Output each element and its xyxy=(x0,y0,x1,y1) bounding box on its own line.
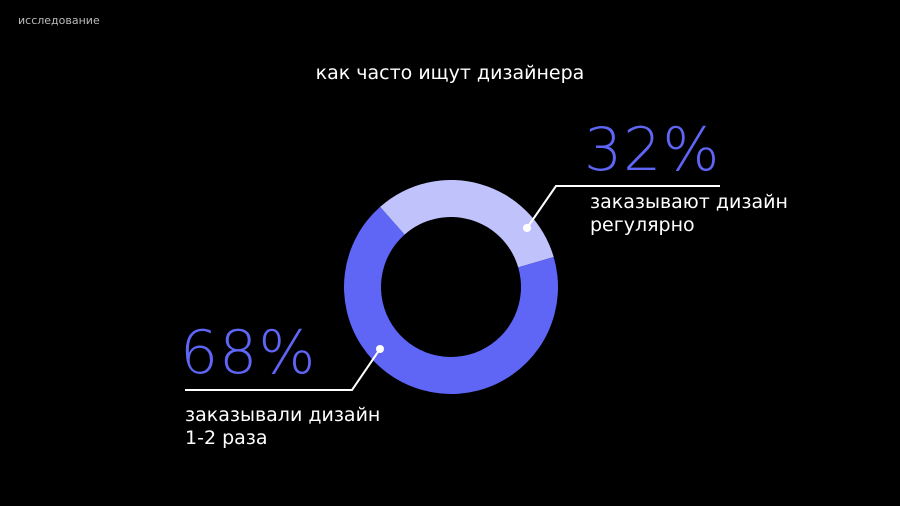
callout-dot xyxy=(376,345,384,353)
callout-line xyxy=(526,185,720,229)
category-label: заказывали дизайн 1-2 раза xyxy=(185,404,381,449)
value-label: 32% xyxy=(584,115,721,185)
donut-slice xyxy=(343,206,558,394)
donut-slice xyxy=(380,179,554,268)
callout-dot xyxy=(523,224,531,232)
chart-title: как часто ищут дизайнера xyxy=(315,62,585,84)
callout-line xyxy=(185,348,381,391)
value-label: 68% xyxy=(180,318,317,388)
category-label: заказывают дизайн регулярно xyxy=(590,191,788,236)
section-label: исследование xyxy=(18,14,100,27)
